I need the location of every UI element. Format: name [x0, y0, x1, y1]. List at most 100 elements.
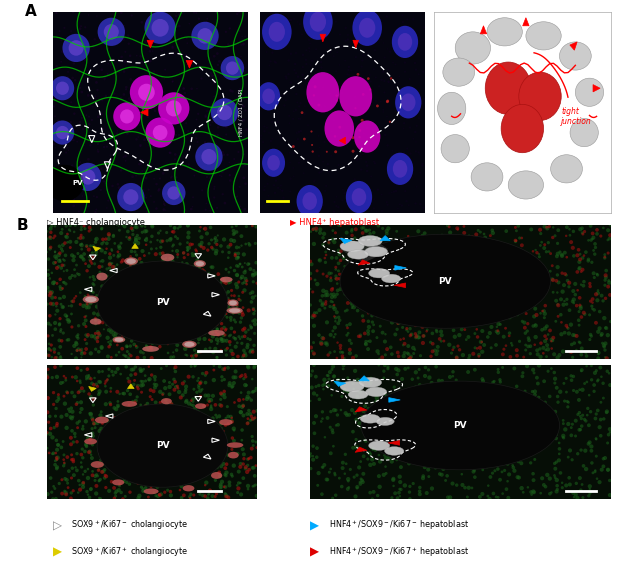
Point	[179, 84, 188, 93]
Point	[546, 427, 556, 437]
Point	[490, 466, 500, 475]
Point	[205, 151, 215, 161]
Point	[81, 316, 91, 325]
Point	[390, 274, 400, 283]
Point	[138, 185, 148, 194]
Point	[407, 173, 417, 182]
Point	[235, 334, 245, 343]
Point	[246, 409, 255, 419]
Point	[418, 439, 428, 448]
Point	[335, 250, 345, 259]
Point	[516, 272, 526, 281]
Point	[104, 196, 113, 205]
Point	[151, 249, 161, 259]
Point	[78, 444, 87, 454]
Text: B: B	[17, 218, 29, 233]
Point	[122, 191, 132, 200]
Point	[271, 207, 281, 216]
Text: ▷ HNF4⁻ cholangiocyte: ▷ HNF4⁻ cholangiocyte	[47, 218, 145, 227]
Point	[480, 311, 490, 321]
Point	[56, 412, 66, 421]
Point	[223, 287, 233, 297]
Point	[597, 465, 607, 474]
Point	[212, 353, 222, 362]
Point	[75, 346, 85, 355]
Point	[228, 87, 237, 96]
Point	[448, 437, 458, 446]
Point	[482, 462, 492, 471]
Point	[321, 287, 331, 297]
Point	[68, 457, 78, 466]
Point	[65, 237, 75, 246]
Point	[332, 97, 342, 106]
Point	[145, 457, 155, 466]
Point	[140, 251, 149, 260]
Point	[46, 290, 56, 299]
Point	[495, 377, 505, 387]
Point	[304, 35, 314, 44]
Point	[116, 93, 126, 103]
Point	[110, 239, 120, 248]
Point	[518, 368, 528, 377]
Point	[229, 237, 239, 246]
Point	[149, 273, 159, 283]
Point	[181, 385, 191, 394]
Point	[73, 363, 82, 373]
Point	[561, 270, 571, 280]
Point	[144, 185, 154, 194]
Point	[126, 221, 136, 230]
Point	[248, 441, 258, 450]
Point	[396, 335, 405, 345]
Point	[423, 465, 433, 474]
Point	[71, 399, 81, 409]
Circle shape	[359, 18, 375, 38]
Point	[212, 325, 222, 334]
Point	[232, 243, 242, 252]
Point	[115, 225, 125, 235]
Point	[141, 173, 151, 183]
Point	[250, 306, 260, 315]
Point	[244, 325, 254, 335]
Point	[92, 193, 102, 202]
Ellipse shape	[112, 479, 124, 485]
Point	[71, 291, 81, 301]
Point	[462, 257, 472, 266]
Point	[211, 139, 221, 148]
Point	[503, 477, 513, 486]
Point	[144, 269, 154, 279]
Point	[461, 297, 471, 306]
Point	[58, 378, 68, 387]
Point	[94, 449, 104, 458]
Point	[430, 277, 440, 287]
Point	[231, 317, 241, 326]
Point	[53, 440, 63, 450]
Point	[167, 280, 177, 290]
Point	[95, 426, 105, 436]
Point	[50, 247, 60, 256]
Point	[507, 451, 517, 460]
Point	[362, 193, 372, 202]
Point	[145, 392, 155, 401]
Point	[497, 266, 507, 276]
Point	[308, 147, 317, 157]
Point	[334, 312, 343, 322]
Point	[209, 376, 219, 385]
Point	[148, 440, 157, 450]
Point	[489, 276, 499, 285]
Point	[402, 15, 412, 24]
Point	[203, 391, 213, 400]
Point	[355, 478, 365, 487]
Point	[588, 269, 598, 278]
Point	[140, 353, 149, 362]
Point	[463, 367, 473, 377]
Point	[596, 291, 606, 300]
Point	[395, 485, 405, 494]
Point	[276, 181, 286, 190]
Point	[193, 264, 203, 273]
Point	[236, 40, 246, 50]
Point	[480, 395, 490, 404]
Point	[131, 234, 141, 243]
Point	[118, 335, 128, 345]
Point	[516, 397, 526, 406]
Point	[126, 269, 136, 279]
